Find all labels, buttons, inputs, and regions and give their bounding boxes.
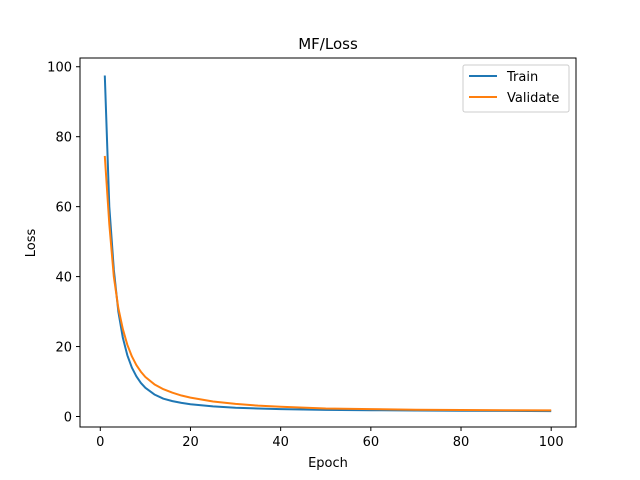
- y-tick-label: 0: [64, 411, 72, 426]
- x-axis-ticks: 0 20 40 60 80 100: [96, 427, 564, 450]
- x-tick-label: 20: [182, 435, 199, 450]
- series-line-validate: [103, 155, 552, 412]
- y-tick-label: 40: [55, 271, 72, 286]
- series-line-train: [103, 75, 552, 413]
- legend-label-train: Train: [506, 70, 538, 85]
- x-tick-label: 100: [539, 435, 564, 450]
- plot-frame: [79, 57, 577, 428]
- y-axis-ticks: 0 20 40 60 80 100: [47, 61, 80, 426]
- x-tick-label: 60: [363, 435, 380, 450]
- x-tick-label: 0: [96, 435, 104, 450]
- x-tick-label: 80: [453, 435, 470, 450]
- legend: Train Validate: [462, 64, 570, 113]
- y-axis-label: Loss: [24, 229, 39, 258]
- legend-label-validate: Validate: [507, 91, 559, 106]
- chart-title: MF/Loss: [298, 35, 358, 53]
- y-tick-label: 20: [55, 341, 72, 356]
- x-axis-label: Epoch: [308, 456, 348, 471]
- x-tick-label: 40: [272, 435, 289, 450]
- y-tick-label: 60: [55, 201, 72, 216]
- plot-lines: [103, 75, 552, 413]
- y-tick-label: 100: [47, 61, 72, 76]
- y-tick-label: 80: [55, 131, 72, 146]
